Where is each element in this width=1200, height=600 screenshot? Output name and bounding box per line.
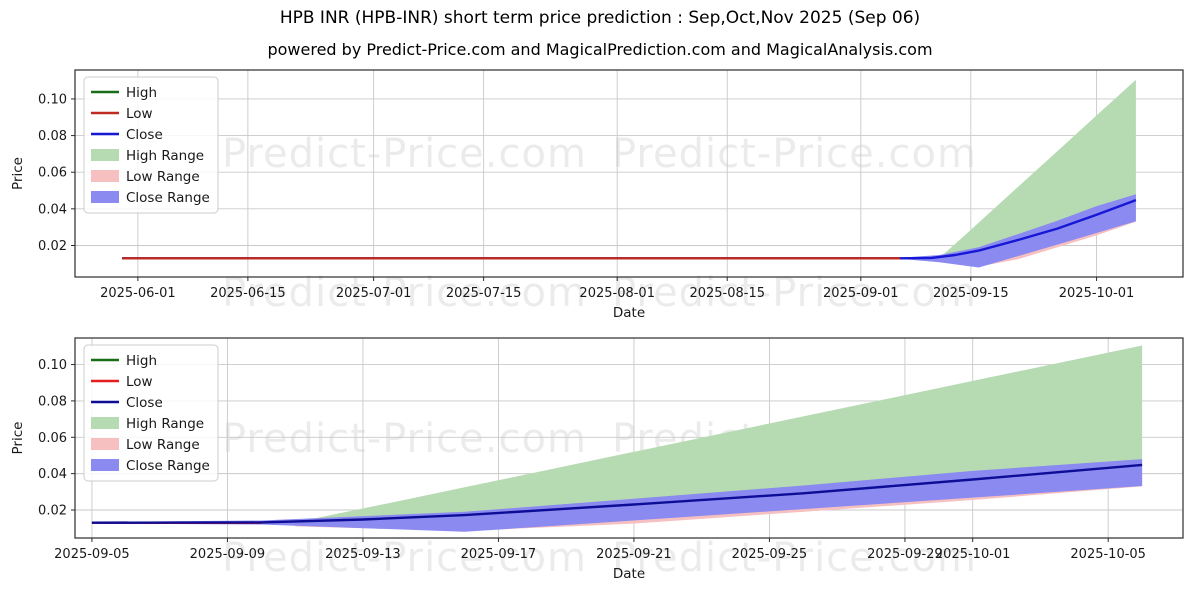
y-tick-label: 0.02 bbox=[38, 504, 67, 519]
legend-label: High bbox=[126, 353, 157, 369]
legend: High Low Close High Range Low Range Close Ran… bbox=[83, 76, 219, 214]
y-axis-label: Price bbox=[10, 157, 26, 190]
y-tick-label: 0.08 bbox=[38, 129, 67, 144]
legend-swatch-patch bbox=[91, 149, 119, 161]
x-axis-label: Date bbox=[613, 305, 645, 321]
x-axis-label: Date bbox=[613, 566, 645, 582]
watermark-text: Predict-Price.com bbox=[222, 416, 587, 462]
x-tick-label: 2025-09-05 bbox=[54, 547, 130, 562]
legend-label: High bbox=[126, 85, 157, 101]
x-tick-label: 2025-07-15 bbox=[446, 286, 522, 301]
legend-label: Low Range bbox=[126, 169, 200, 185]
legend-swatch-patch bbox=[91, 438, 119, 450]
y-tick-label: 0.06 bbox=[38, 431, 67, 446]
legend-swatch-patch bbox=[91, 170, 119, 182]
x-tick-label: 2025-09-09 bbox=[190, 547, 266, 562]
close-line bbox=[91, 463, 1143, 524]
x-tick-label: 2025-10-05 bbox=[1070, 547, 1146, 562]
legend-label: High Range bbox=[126, 148, 204, 164]
legend-swatch-patch bbox=[91, 191, 119, 203]
x-tick-label: 2025-09-29 bbox=[867, 547, 943, 562]
price-chart-bottom: 2025-09-05 2025-09-09 2025-09-13 2025-09-17… bbox=[10, 337, 1184, 582]
watermark-text: Predict-Price.com bbox=[222, 535, 587, 581]
close-line bbox=[122, 198, 1137, 260]
watermark-text: Predict-Price.com bbox=[222, 131, 587, 177]
x-tick-label: 2025-09-15 bbox=[933, 286, 1009, 301]
x-tick-label: 2025-08-15 bbox=[689, 286, 765, 301]
y-tick-label: 0.06 bbox=[38, 166, 67, 181]
legend-label: Low bbox=[126, 374, 153, 390]
watermark-text: Predict-Price.com bbox=[612, 131, 977, 177]
x-tick-label: 2025-06-01 bbox=[100, 286, 176, 301]
close-range-band bbox=[900, 194, 1136, 268]
legend-label: Close bbox=[126, 127, 163, 143]
y-tick-label: 0.10 bbox=[38, 92, 67, 107]
y-tick-label: 0.10 bbox=[38, 358, 67, 373]
legend-label: High Range bbox=[126, 416, 204, 432]
legend-label: Close bbox=[126, 395, 163, 411]
plot-border bbox=[74, 69, 1184, 278]
x-tick-label: 2025-10-01 bbox=[935, 547, 1011, 562]
watermark-text: Predict-Price.com bbox=[612, 535, 977, 581]
x-tick-label: 2025-06-15 bbox=[210, 286, 286, 301]
x-tick-label: 2025-09-17 bbox=[461, 547, 537, 562]
legend-swatch-patch bbox=[91, 417, 119, 429]
price-chart-top: 2025-06-01 2025-06-15 2025-07-01 2025-07-15… bbox=[10, 69, 1184, 321]
legend-label: Close Range bbox=[126, 458, 210, 474]
x-tick-label: 2025-09-21 bbox=[596, 547, 672, 562]
x-tick-label: 2025-09-01 bbox=[823, 286, 899, 301]
page-title: HPB INR (HPB-INR) short term price predi… bbox=[279, 8, 921, 28]
y-tick-label: 0.04 bbox=[38, 467, 67, 482]
y-tick-label: 0.08 bbox=[38, 394, 67, 409]
page-subtitle: powered by Predict-Price.com and Magical… bbox=[267, 40, 933, 59]
y-tick-label: 0.02 bbox=[38, 239, 67, 254]
x-tick-label: 2025-07-01 bbox=[336, 286, 412, 301]
y-axis-label: Price bbox=[10, 422, 26, 455]
x-tick-label: 2025-09-13 bbox=[325, 547, 401, 562]
x-tick-label: 2025-08-01 bbox=[579, 286, 655, 301]
legend-swatch-patch bbox=[91, 459, 119, 471]
watermark-text: Predict-Price.com bbox=[612, 270, 977, 316]
y-tick-label: 0.04 bbox=[38, 202, 67, 217]
legend-label: Low bbox=[126, 106, 153, 122]
x-tick-label: 2025-09-25 bbox=[732, 547, 808, 562]
close-range-band bbox=[91, 459, 1143, 532]
plot-border bbox=[74, 337, 1184, 539]
x-tick-label: 2025-10-01 bbox=[1059, 286, 1135, 301]
legend: High Low Close High Range Low Range Close Ran… bbox=[83, 344, 219, 482]
legend-label: Close Range bbox=[126, 190, 210, 206]
watermark-text: Predict-Price.com bbox=[222, 270, 587, 316]
legend-label: Low Range bbox=[126, 437, 200, 453]
